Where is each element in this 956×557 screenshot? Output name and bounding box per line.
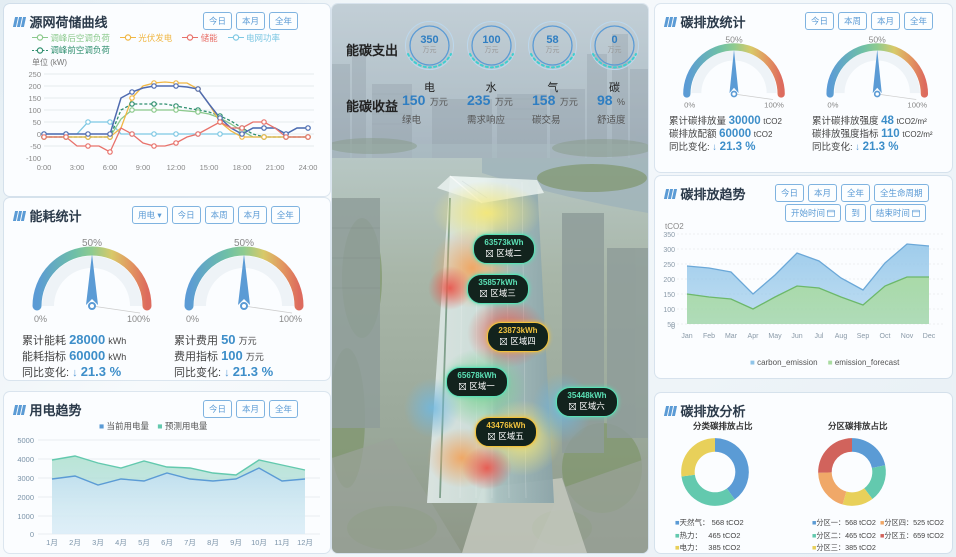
svg-text:0%: 0% <box>34 314 47 324</box>
svg-text:24:00: 24:00 <box>299 163 318 172</box>
svg-text:0:00: 0:00 <box>37 163 52 172</box>
svg-text:100: 100 <box>482 34 500 46</box>
svg-text:1000: 1000 <box>17 512 34 521</box>
svg-text:50%: 50% <box>82 238 102 249</box>
svg-text:150: 150 <box>28 94 41 103</box>
svg-text:Aug: Aug <box>835 333 848 340</box>
svg-text:2月: 2月 <box>69 538 81 547</box>
svg-text:Mar: Mar <box>725 333 738 340</box>
svg-text:100: 100 <box>28 106 41 115</box>
svg-text:4000: 4000 <box>17 455 34 464</box>
svg-text:250: 250 <box>28 70 41 79</box>
svg-text:12月: 12月 <box>297 538 313 547</box>
svg-text:Feb: Feb <box>703 333 715 340</box>
svg-text:200: 200 <box>663 277 675 284</box>
svg-text:100%: 100% <box>764 101 784 110</box>
svg-text:10月: 10月 <box>251 538 267 547</box>
svg-text:Sep: Sep <box>857 333 870 340</box>
svg-text:Oct: Oct <box>880 333 891 340</box>
svg-text:300: 300 <box>663 247 675 254</box>
svg-text:0: 0 <box>611 34 617 46</box>
svg-text:-100: -100 <box>26 154 41 163</box>
svg-text:350: 350 <box>663 232 675 239</box>
svg-text:0%: 0% <box>827 101 838 110</box>
svg-text:Jun: Jun <box>791 333 802 340</box>
svg-text:2000: 2000 <box>17 493 34 502</box>
svg-text:0: 0 <box>30 530 34 539</box>
svg-text:250: 250 <box>663 262 675 269</box>
svg-text:18:00: 18:00 <box>233 163 252 172</box>
svg-text:9:00: 9:00 <box>136 163 151 172</box>
svg-text:9月: 9月 <box>230 538 242 547</box>
svg-text:5月: 5月 <box>138 538 150 547</box>
svg-text:万元: 万元 <box>484 46 498 54</box>
svg-text:Apr: Apr <box>748 333 760 340</box>
svg-text:Jan: Jan <box>681 333 692 340</box>
svg-text:8月: 8月 <box>207 538 219 547</box>
svg-text:万元: 万元 <box>546 46 560 54</box>
svg-text:100%: 100% <box>279 314 302 324</box>
svg-text:3000: 3000 <box>17 474 34 483</box>
svg-text:50%: 50% <box>234 238 254 249</box>
svg-text:21:00: 21:00 <box>266 163 285 172</box>
svg-text:150: 150 <box>663 292 675 299</box>
svg-text:50: 50 <box>33 118 41 127</box>
svg-text:Jul: Jul <box>815 333 824 340</box>
svg-text:1月: 1月 <box>46 538 58 547</box>
svg-text:0: 0 <box>671 324 675 331</box>
svg-text:Nov: Nov <box>901 333 914 340</box>
svg-text:100%: 100% <box>907 101 927 110</box>
svg-text:7月: 7月 <box>184 538 196 547</box>
svg-text:4月: 4月 <box>115 538 127 547</box>
svg-text:58: 58 <box>547 34 559 46</box>
svg-text:200: 200 <box>28 82 41 91</box>
svg-text:May: May <box>768 333 782 340</box>
svg-text:Dec: Dec <box>923 333 936 340</box>
svg-text:-50: -50 <box>30 142 41 151</box>
svg-text:万元: 万元 <box>607 46 621 54</box>
svg-text:12:00: 12:00 <box>167 163 186 172</box>
svg-text:11月: 11月 <box>274 538 289 547</box>
svg-text:350: 350 <box>420 34 438 46</box>
svg-text:0%: 0% <box>684 101 695 110</box>
svg-text:15:00: 15:00 <box>200 163 219 172</box>
svg-text:5000: 5000 <box>17 436 34 445</box>
svg-text:0: 0 <box>37 130 41 139</box>
svg-text:3:00: 3:00 <box>70 163 85 172</box>
svg-text:50%: 50% <box>869 34 887 44</box>
svg-text:100%: 100% <box>127 314 150 324</box>
svg-text:50%: 50% <box>725 34 743 44</box>
svg-text:万元: 万元 <box>423 46 437 54</box>
svg-text:6:00: 6:00 <box>103 163 118 172</box>
svg-text:100: 100 <box>663 307 675 314</box>
svg-text:6月: 6月 <box>161 538 173 547</box>
svg-text:3月: 3月 <box>92 538 104 547</box>
svg-text:0%: 0% <box>186 314 199 324</box>
